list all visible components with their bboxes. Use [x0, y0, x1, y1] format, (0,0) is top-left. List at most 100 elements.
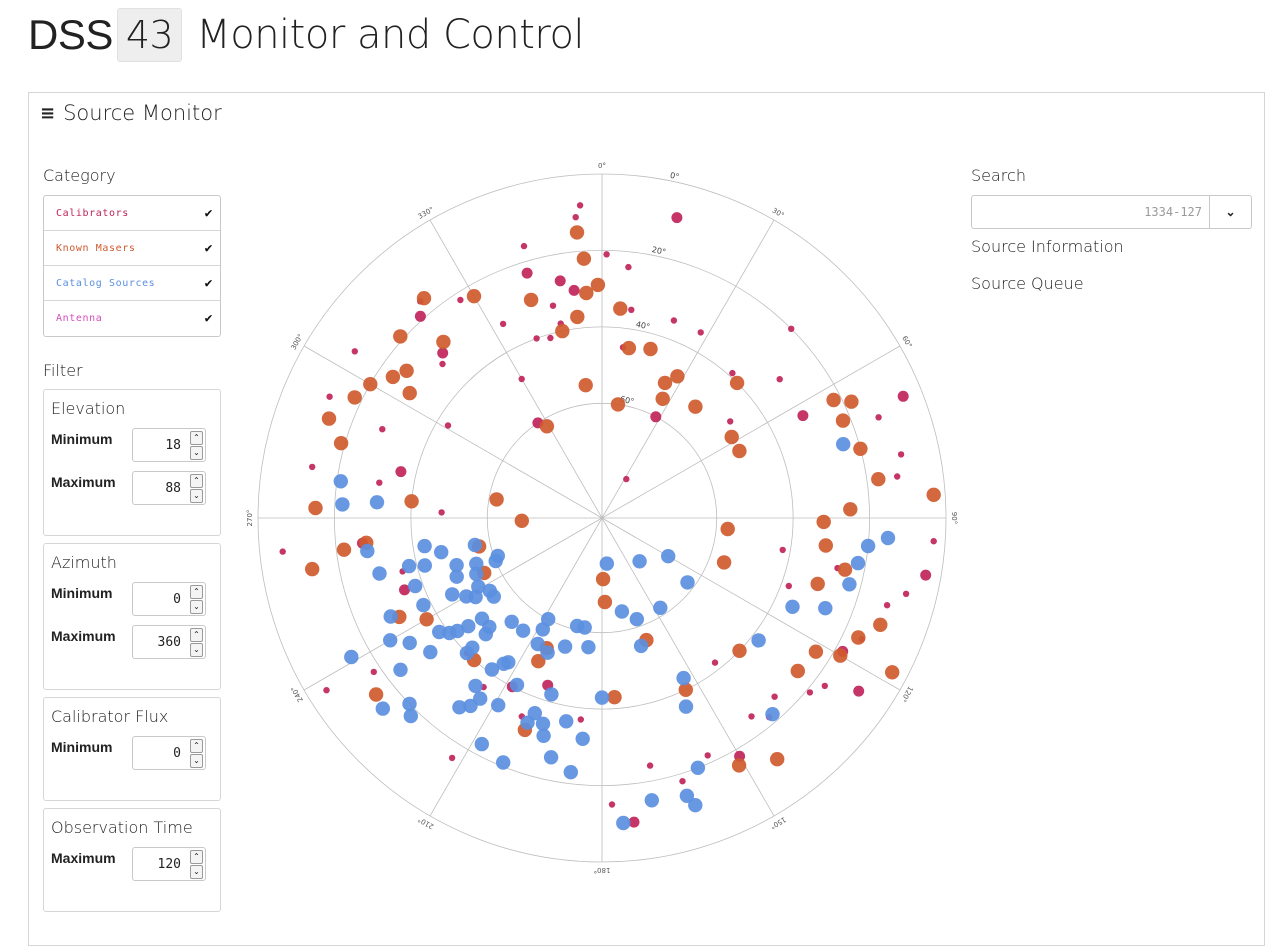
source-point[interactable] — [732, 643, 747, 658]
source-point[interactable] — [434, 545, 449, 560]
source-point[interactable] — [491, 698, 506, 713]
source-point[interactable] — [885, 665, 900, 680]
source-point[interactable] — [818, 538, 833, 553]
source-point[interactable] — [568, 284, 580, 296]
calibrator-flux-min-input[interactable]: 0 ⌃ ⌄ — [132, 736, 206, 770]
source-point[interactable] — [679, 778, 686, 785]
source-point[interactable] — [459, 589, 474, 604]
spin-up-icon[interactable]: ⌃ — [190, 739, 203, 753]
source-point[interactable] — [496, 656, 511, 671]
source-queue-link[interactable]: Source Queue — [971, 274, 1084, 293]
source-point[interactable] — [594, 690, 610, 705]
category-item-known-masers[interactable]: Known Masers ✔ — [44, 231, 220, 266]
source-point[interactable] — [577, 620, 592, 635]
source-point[interactable] — [843, 502, 858, 517]
source-point[interactable] — [370, 668, 377, 676]
source-point[interactable] — [474, 736, 489, 752]
source-point[interactable] — [369, 495, 385, 510]
source-point[interactable] — [729, 369, 736, 377]
source-point[interactable] — [844, 394, 859, 409]
source-point[interactable] — [621, 340, 637, 356]
source-point[interactable] — [333, 436, 349, 451]
source-point[interactable] — [466, 289, 482, 304]
source-point[interactable] — [655, 391, 670, 406]
source-point[interactable] — [595, 571, 611, 587]
source-point[interactable] — [323, 687, 330, 694]
source-point[interactable] — [499, 320, 507, 328]
source-point[interactable] — [680, 575, 695, 590]
source-point[interactable] — [875, 414, 882, 421]
source-point[interactable] — [555, 323, 570, 339]
source-point[interactable] — [826, 392, 841, 408]
source-point[interactable] — [748, 713, 755, 720]
source-point[interactable] — [486, 589, 501, 604]
source-point[interactable] — [785, 582, 792, 590]
source-point[interactable] — [860, 538, 876, 554]
source-point[interactable] — [711, 659, 719, 666]
source-point[interactable] — [821, 682, 828, 690]
source-point[interactable] — [333, 474, 348, 489]
source-point[interactable] — [653, 600, 668, 615]
source-point[interactable] — [489, 492, 504, 507]
source-point[interactable] — [894, 473, 901, 480]
source-point[interactable] — [751, 633, 766, 648]
source-point[interactable] — [603, 251, 610, 258]
source-point[interactable] — [688, 399, 703, 414]
source-point[interactable] — [688, 798, 703, 813]
source-point[interactable] — [628, 306, 635, 313]
source-point[interactable] — [808, 644, 824, 659]
source-point[interactable] — [452, 700, 467, 715]
source-point[interactable] — [419, 612, 434, 627]
source-point[interactable] — [305, 561, 320, 577]
source-point[interactable] — [657, 375, 673, 391]
source-point[interactable] — [590, 277, 606, 293]
source-point[interactable] — [404, 494, 419, 509]
source-point[interactable] — [496, 755, 511, 770]
source-point[interactable] — [790, 663, 805, 679]
source-point[interactable] — [417, 558, 432, 573]
chevron-down-icon[interactable]: ⌄ — [1209, 196, 1251, 228]
source-point[interactable] — [279, 548, 286, 555]
source-point[interactable] — [629, 612, 644, 627]
source-point[interactable] — [785, 599, 800, 614]
source-point[interactable] — [383, 609, 398, 624]
source-point[interactable] — [449, 569, 464, 584]
source-point[interactable] — [536, 728, 551, 743]
source-point[interactable] — [559, 714, 574, 729]
source-point[interactable] — [383, 633, 398, 648]
source-point[interactable] — [670, 369, 685, 384]
source-point[interactable] — [678, 682, 693, 697]
source-point[interactable] — [375, 701, 390, 716]
source-point[interactable] — [514, 513, 529, 528]
source-point[interactable] — [697, 329, 704, 336]
source-point[interactable] — [547, 334, 554, 342]
source-point[interactable] — [379, 426, 386, 433]
source-point[interactable] — [326, 393, 333, 400]
source-point[interactable] — [403, 708, 418, 724]
elevation-min-input[interactable]: 18 ⌃ ⌄ — [132, 428, 206, 462]
source-point[interactable] — [459, 645, 475, 661]
source-point[interactable] — [646, 762, 654, 769]
source-point[interactable] — [632, 554, 647, 569]
azimuth-min-input[interactable]: 0 ⌃ ⌄ — [132, 582, 206, 616]
source-point[interactable] — [336, 542, 352, 557]
observation-time-max-input[interactable]: 120 ⌃ ⌄ — [132, 847, 206, 881]
source-point[interactable] — [599, 556, 614, 571]
source-point[interactable] — [897, 390, 909, 402]
source-point[interactable] — [399, 363, 414, 378]
source-point[interactable] — [678, 699, 694, 714]
source-point[interactable] — [468, 678, 483, 694]
source-point[interactable] — [902, 590, 910, 597]
source-point[interactable] — [549, 302, 557, 309]
source-point[interactable] — [776, 376, 783, 383]
source-point[interactable] — [541, 612, 556, 627]
source-point[interactable] — [788, 325, 795, 332]
source-point[interactable] — [540, 645, 555, 660]
source-point[interactable] — [833, 648, 848, 663]
source-point[interactable] — [509, 677, 525, 693]
source-point[interactable] — [724, 429, 739, 445]
source-point[interactable] — [530, 636, 545, 652]
source-point[interactable] — [469, 566, 484, 582]
source-point[interactable] — [729, 375, 745, 391]
source-point[interactable] — [883, 602, 891, 609]
